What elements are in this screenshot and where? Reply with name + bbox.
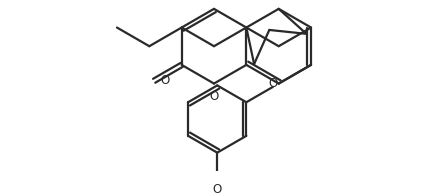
Text: O: O [160,74,170,87]
Text: O: O [268,77,278,90]
Text: O: O [209,90,219,103]
Text: O: O [213,183,222,196]
